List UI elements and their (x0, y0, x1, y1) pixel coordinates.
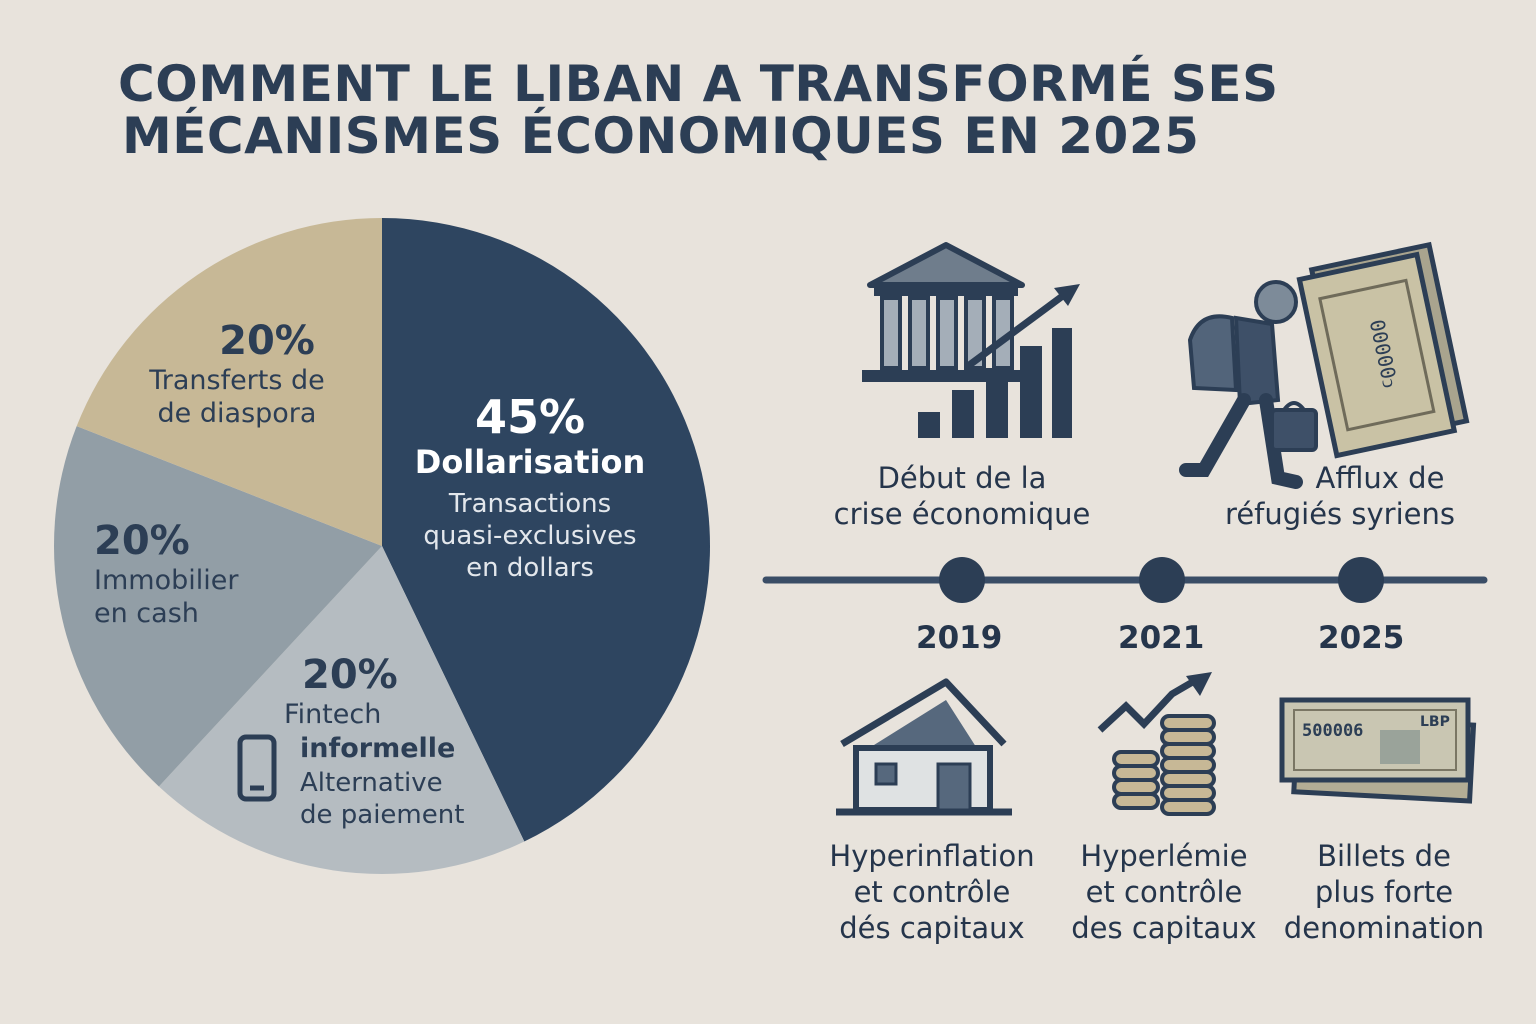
slice-diaspora-pct: 20% (219, 318, 315, 364)
timeline-dot-2025 (1338, 557, 1384, 603)
event-refugies-line-2: réfugiés syriens (1225, 497, 1455, 531)
slice-fintech-pct: 20% (302, 652, 398, 698)
event-billets: Billets de plus forte denomination (1272, 838, 1496, 946)
event-hyperlemie-line-2: et contrôle (1085, 875, 1243, 909)
event-hyperinflation-line-2: et contrôle (853, 875, 1011, 909)
banknote-currency: LBP (1420, 714, 1450, 730)
slice-fintech-desc-1: Alternative (300, 768, 443, 798)
event-billets-line-2: plus forte (1314, 875, 1454, 909)
slice-diaspora-label-2: de diaspora (157, 398, 317, 429)
page-title: COMMENT LE LIBAN A TRANSFORMÉ SES MÉCANI… (118, 58, 1478, 162)
event-crise-line-2: crise économique (833, 497, 1091, 531)
slice-dollarisation (382, 218, 710, 842)
coins-growth-icon (1097, 672, 1216, 816)
year-2019: 2019 (916, 620, 1003, 656)
slice-fintech-label-2: informelle (300, 733, 456, 764)
slice-dollarisation-desc-1: Transactions (448, 489, 612, 519)
event-refugies-line-1: Afflux de (1315, 461, 1445, 495)
slice-dollarisation-pct: 45% (474, 390, 586, 444)
event-hyperlemie-line-1: Hyperlémie (1080, 839, 1248, 873)
title-line-1: COMMENT LE LIBAN A TRANSFORMÉ SES (118, 55, 1279, 113)
banknote-top-text: 00000ↄ (1365, 317, 1403, 390)
slice-dollarisation-label: Dollarisation (414, 443, 646, 481)
event-crise-line-1: Début de la (877, 461, 1047, 495)
slice-immobilier-label-1: Immobilier (94, 565, 239, 596)
refugee-money-icon: 00000ↄ (1179, 241, 1470, 489)
slice-immobilier-text: 20% Immobilier en cash (94, 518, 294, 630)
event-billets-line-1: Billets de (1317, 839, 1451, 873)
year-2025: 2025 (1318, 620, 1405, 656)
slice-dollarisation-desc-3: en dollars (466, 553, 594, 583)
event-billets-line-3: denomination (1283, 911, 1485, 945)
slice-fintech-text: 20% Fintech informelle Alternative de pa… (278, 652, 478, 831)
year-2021: 2021 (1118, 620, 1205, 656)
house-icon (836, 678, 1012, 816)
banknotes-icon: 500006 LBP (1279, 697, 1477, 804)
slice-immobilier-pct: 20% (94, 518, 190, 564)
event-hyperlemie: Hyperlémie et contrôle des capitaux (1056, 838, 1272, 946)
timeline-dot-2021 (1139, 557, 1185, 603)
banknote-amount: 500006 (1302, 721, 1363, 741)
event-hyperinflation: Hyperinflation et contrôle dés capitaux (812, 838, 1052, 946)
slice-dollarisation-desc-2: quasi-exclusives (423, 521, 637, 551)
slice-diaspora (76, 218, 383, 546)
slice-diaspora-label-1: Transferts de (149, 365, 325, 396)
slice-dollarisation-text: 45% Dollarisation Transactions quasi-exc… (410, 390, 650, 584)
timeline-dot-2019 (939, 557, 985, 603)
event-hyperinflation-line-1: Hyperinflation (829, 839, 1035, 873)
title-line-2: MÉCANISMES ÉCONOMIQUES EN 2025 (122, 107, 1200, 165)
slice-immobilier (53, 426, 382, 787)
slice-immobilier-label-2: en cash (94, 598, 199, 629)
slice-fintech-desc-2: de paiement (300, 800, 465, 830)
event-hyperlemie-line-3: des capitaux (1071, 911, 1257, 945)
event-crise-economique: Début de la crise économique (812, 460, 1112, 532)
slice-diaspora-text: 20% Transferts de de diaspora (112, 318, 362, 430)
event-refugies: Afflux de réfugiés syriens (1190, 460, 1490, 532)
bank-chart-icon (862, 242, 1080, 438)
event-hyperinflation-line-3: dés capitaux (839, 911, 1025, 945)
pie-chart (53, 218, 710, 874)
slice-fintech-label-1: Fintech (284, 699, 382, 730)
